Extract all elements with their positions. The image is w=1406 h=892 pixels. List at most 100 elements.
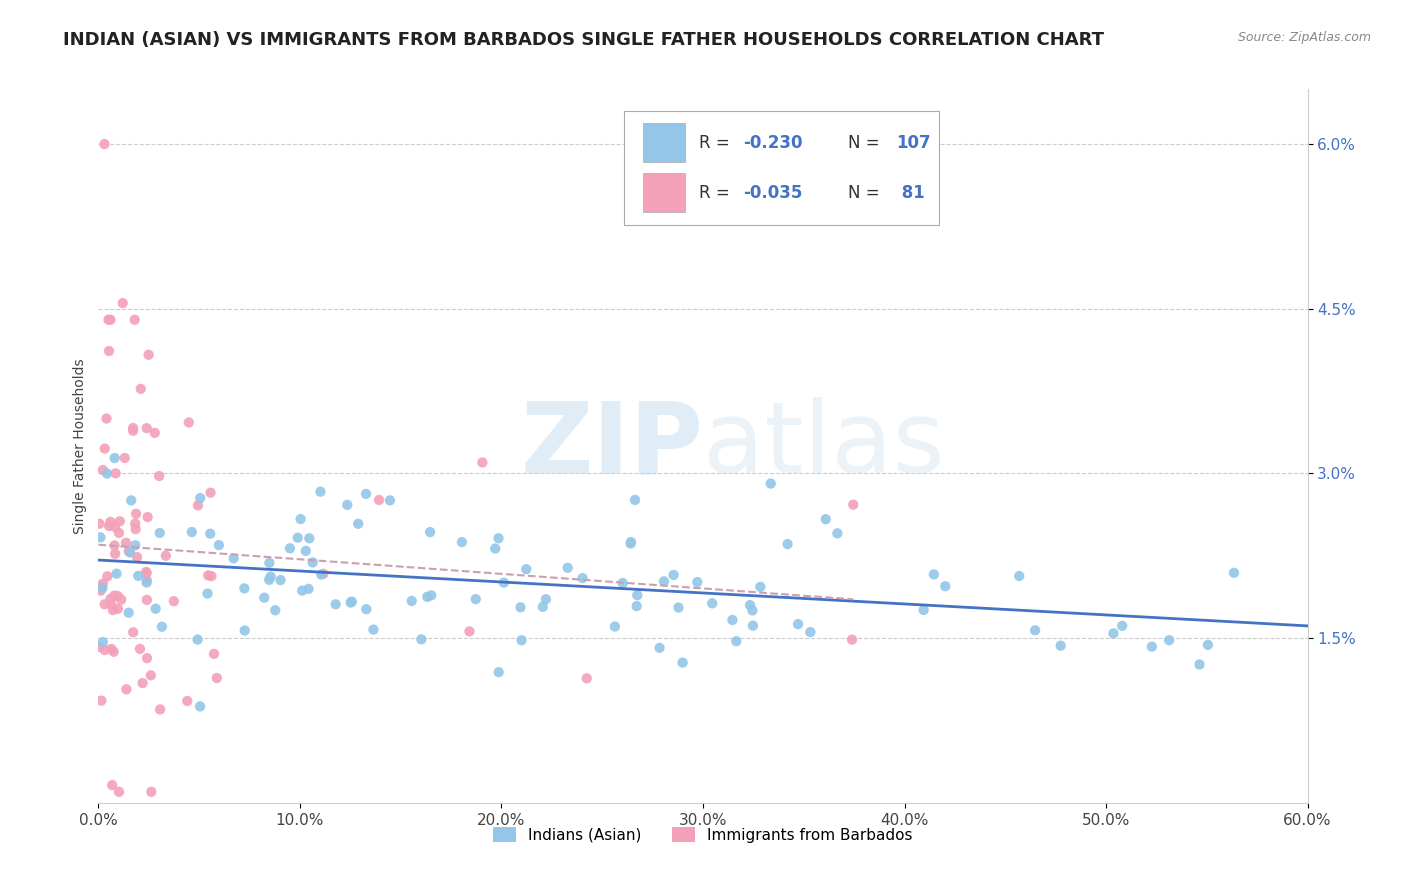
Text: Source: ZipAtlas.com: Source: ZipAtlas.com [1237, 31, 1371, 45]
Point [96, 569, 118, 583]
Point [420, 588, 443, 602]
Point [259, 556, 281, 570]
Point [100, 591, 122, 606]
Text: -0.230: -0.230 [742, 134, 803, 152]
Point [575, 671, 598, 685]
Point [124, 538, 146, 552]
Point [368, 492, 391, 507]
Point [912, 603, 935, 617]
Point [294, 544, 316, 558]
Point [138, 348, 160, 362]
Point [187, 632, 209, 647]
Point [101, 603, 124, 617]
Point [301, 556, 323, 570]
Point [145, 601, 167, 615]
Point [233, 624, 256, 638]
Point [671, 656, 693, 670]
Point [776, 537, 799, 551]
Point [90, 583, 112, 598]
Point [534, 592, 557, 607]
Text: -0.035: -0.035 [742, 184, 803, 202]
Point [312, 566, 335, 581]
Point [143, 425, 166, 440]
Point [378, 493, 401, 508]
Point [759, 476, 782, 491]
Point [515, 562, 537, 576]
Point [721, 613, 744, 627]
Text: N =: N = [848, 134, 880, 152]
Point [93, 597, 115, 611]
Point [259, 569, 281, 583]
Point [253, 591, 276, 605]
Text: R =: R = [699, 184, 735, 202]
Point [339, 596, 361, 610]
Point [91, 635, 114, 649]
Point [1140, 640, 1163, 654]
Point [122, 421, 145, 435]
Point [97, 312, 120, 326]
Point [648, 640, 671, 655]
Point [278, 541, 301, 556]
Point [492, 575, 515, 590]
Point [115, 535, 138, 549]
Point [464, 592, 486, 607]
Point [100, 312, 122, 326]
Point [93, 137, 115, 152]
Point [98, 343, 121, 358]
Point [155, 549, 177, 563]
Point [419, 525, 441, 540]
Point [135, 565, 157, 579]
Point [202, 647, 225, 661]
Point [200, 526, 222, 541]
Point [668, 600, 690, 615]
Point [122, 625, 145, 640]
Point [742, 618, 765, 632]
Point [127, 569, 149, 583]
Point [509, 600, 531, 615]
Point [105, 566, 128, 581]
Point [129, 382, 152, 396]
Point [89, 530, 111, 544]
Point [1159, 633, 1181, 648]
Point [187, 499, 209, 513]
Point [135, 575, 157, 590]
Point [103, 589, 125, 603]
Text: atlas: atlas [703, 398, 945, 494]
Point [264, 603, 287, 617]
Point [1008, 569, 1031, 583]
Text: 107: 107 [897, 134, 931, 152]
Point [626, 588, 648, 602]
Point [108, 514, 131, 528]
Point [129, 642, 152, 657]
Point [104, 450, 127, 465]
Point [842, 498, 865, 512]
Point [135, 593, 157, 607]
Point [309, 567, 332, 582]
Bar [643, 123, 685, 162]
Point [749, 580, 772, 594]
Point [149, 525, 172, 540]
Text: 81: 81 [897, 184, 925, 202]
Text: N =: N = [848, 184, 880, 202]
Point [148, 469, 170, 483]
Point [841, 632, 863, 647]
Point [1111, 619, 1133, 633]
Point [662, 568, 685, 582]
Point [124, 312, 146, 326]
Point [94, 643, 117, 657]
Point [117, 544, 139, 558]
Point [91, 581, 114, 595]
Point [291, 583, 314, 598]
Point [1197, 638, 1219, 652]
Point [118, 545, 141, 559]
Point [741, 603, 763, 617]
Point [1223, 566, 1246, 580]
Point [135, 566, 157, 580]
FancyBboxPatch shape [624, 111, 939, 225]
Point [297, 582, 319, 596]
Point [458, 624, 481, 639]
Point [100, 642, 122, 657]
Point [626, 599, 648, 613]
Point [411, 632, 433, 647]
Text: ZIP: ZIP [520, 398, 703, 494]
